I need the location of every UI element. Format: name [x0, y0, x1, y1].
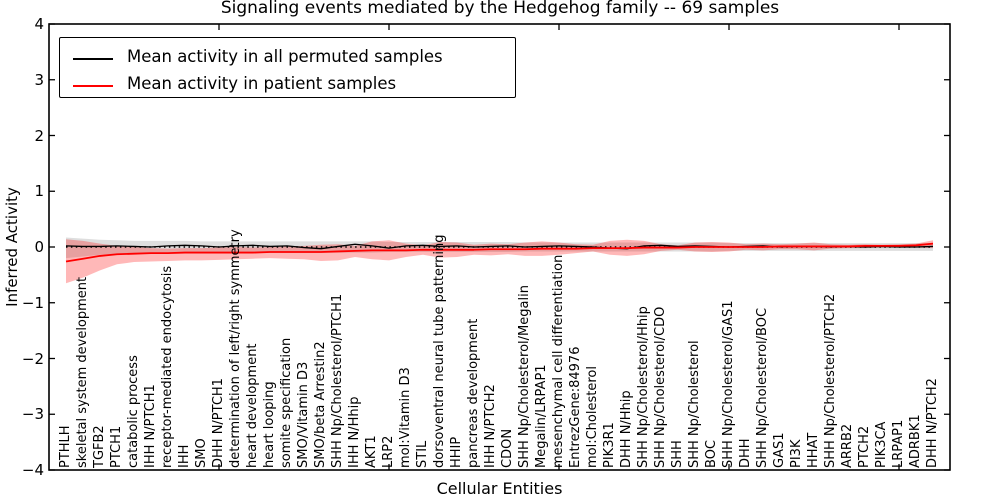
series-line-1 — [65, 242, 934, 263]
x-category-label: dorsoventral neural tube patterning — [432, 234, 447, 468]
x-category-label: DHH N/PTCH2 — [925, 378, 940, 468]
x-category-label: determination of left/right symmetry — [228, 229, 243, 468]
y-tick-label: 0 — [34, 238, 44, 256]
y-tick-label: 4 — [34, 15, 44, 33]
x-category-label: GAS1 — [772, 432, 787, 469]
x-category-label: IHH N/Hhip — [347, 396, 362, 469]
x-category-label: SHH Np/Cholesterol/BOC — [755, 307, 770, 468]
legend-line-sample — [73, 85, 113, 87]
y-tick-label: −4 — [21, 461, 44, 479]
x-category-label: SHH Np/Cholesterol/GAS1 — [721, 300, 736, 468]
x-category-label: SMO/Vitamin D3 — [296, 361, 311, 468]
y-tick-label: 1 — [34, 182, 44, 201]
x-category-label: CDON — [500, 428, 515, 468]
x-category-label: mol:Vitamin D3 — [398, 367, 413, 468]
x-category-label: heart development — [245, 343, 260, 468]
x-category-label: BOC — [704, 440, 719, 468]
x-category-label: SMO — [194, 438, 209, 468]
x-category-label: PTHLH — [58, 425, 73, 468]
x-category-label: PI3K — [789, 439, 804, 468]
x-category-label: PIK3R1 — [602, 422, 617, 468]
y-tick-label: −1 — [21, 293, 44, 312]
x-category-label: ARRB2 — [840, 423, 855, 468]
x-category-label: IHH — [177, 444, 192, 468]
x-category-label: EntrezGene:84976 — [568, 346, 583, 468]
x-category-label: SHH — [670, 440, 685, 468]
x-category-label: PIK3CA — [874, 421, 889, 468]
legend: Mean activity in all permuted samples Mea… — [59, 37, 516, 98]
x-category-label: HHIP — [449, 436, 464, 468]
x-category-label: somite specification — [279, 337, 294, 468]
y-tick-label: −3 — [21, 405, 44, 424]
x-category-label: AKT1 — [364, 435, 379, 468]
x-category-label: SMO/beta Arrestin2 — [313, 341, 328, 468]
x-category-label: LRP2 — [381, 435, 396, 468]
x-category-label: SHH Np/Cholesterol/PTCH2 — [823, 293, 838, 468]
x-category-label: mol:Cholesterol — [585, 366, 600, 468]
x-category-label: SHH Np/Cholesterol/Megalin — [517, 285, 532, 468]
x-category-label: IHH N/PTCH1 — [143, 384, 158, 468]
x-category-label: PTCH1 — [109, 425, 124, 468]
x-category-label: DHH N/Hhip — [619, 390, 634, 468]
x-category-label: LRPAP1 — [891, 419, 906, 468]
x-category-label: ADRBK1 — [908, 414, 923, 468]
x-category-label: skeletal system development — [75, 276, 90, 468]
x-category-label: DHH — [738, 438, 753, 468]
x-category-label: IHH N/PTCH2 — [483, 384, 498, 468]
legend-line-sample — [73, 58, 113, 60]
y-tick-label: 2 — [34, 126, 44, 145]
x-category-label: pancreas development — [466, 318, 481, 468]
x-category-label: mesenchymal cell differentiation — [551, 254, 566, 468]
y-tick-label: 3 — [34, 70, 44, 89]
permuted-std-band — [66, 237, 933, 259]
chart-title: Signaling events mediated by the Hedgeho… — [220, 0, 780, 18]
x-category-label: DHH N/PTCH1 — [211, 378, 226, 468]
x-category-label: SHH Np/Cholesterol/Hhip — [636, 306, 651, 468]
x-category-label: heart looping — [262, 381, 277, 468]
x-category-label: HHAT — [806, 432, 821, 468]
x-category-label: SHH Np/Cholesterol/CDO — [653, 306, 668, 468]
patient-std-band — [66, 239, 933, 284]
x-category-label: TGFB2 — [92, 425, 107, 468]
legend-item-label: Mean activity in all permuted samples — [127, 47, 443, 66]
x-category-label: SHH Np/Cholesterol/PTCH1 — [330, 293, 345, 468]
x-category-label: receptor-mediated endocytosis — [160, 265, 175, 468]
legend-item-label: Mean activity in patient samples — [127, 74, 397, 93]
y-tick-label: −2 — [21, 349, 44, 368]
x-axis-label: Cellular Entities — [436, 479, 563, 498]
x-category-label: SHH Np/Cholesterol — [687, 340, 702, 468]
x-category-label: Megalin/LRPAP1 — [534, 364, 549, 468]
x-category-label: catabolic process — [126, 355, 141, 468]
x-category-label: STIL — [415, 440, 430, 468]
x-category-label: PTCH2 — [857, 425, 872, 468]
